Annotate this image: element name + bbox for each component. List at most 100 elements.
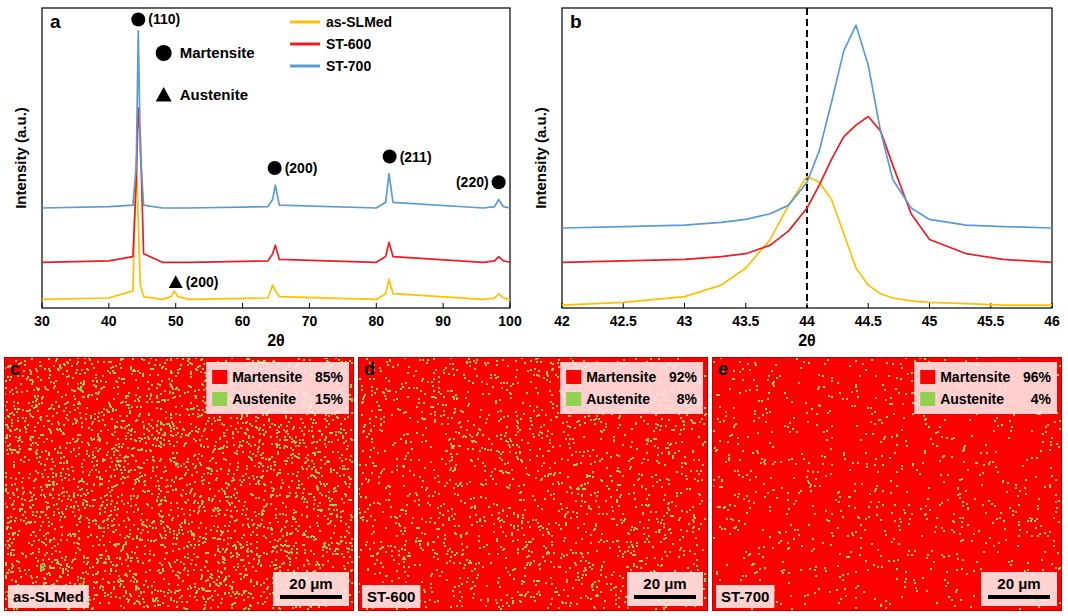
x-tick-label: 70: [302, 313, 318, 329]
x-tick: [684, 303, 685, 308]
legend-label: Austenite: [586, 391, 650, 407]
legend-value: 85%: [315, 369, 344, 385]
scale-bar-label: 20 μm: [289, 575, 332, 592]
x-tick: [745, 303, 746, 308]
legend-swatch: [290, 43, 320, 46]
austenite-area: [712, 357, 1061, 610]
figure: 304050607080901002θIntensity (a.u.)(110)…: [0, 0, 1068, 616]
legend-value: 8%: [677, 391, 698, 407]
legend-value: 92%: [669, 369, 698, 385]
label-background: [362, 585, 420, 608]
map-frame: [5, 358, 354, 611]
annotation-marker: [131, 12, 145, 26]
legend-swatch: [566, 392, 581, 406]
series-line: [562, 177, 1052, 306]
panel-a: 304050607080901002θIntensity (a.u.)(110)…: [12, 8, 522, 349]
label-background: [716, 585, 774, 608]
x-tick-label: 42: [554, 313, 570, 329]
x-tick: [929, 303, 930, 308]
x-tick: [443, 303, 444, 308]
map-legend: Martensite96%Austenite4%: [914, 362, 1057, 414]
legend-swatch: [212, 370, 227, 384]
phase-legend-label: Austenite: [180, 86, 248, 103]
annotation-marker: [383, 150, 397, 164]
legend-background: [206, 362, 349, 414]
series-line: [42, 157, 510, 300]
scale-bar: [988, 595, 1050, 599]
panel-e: Martensite96%Austenite4%ST-70020 μme: [712, 357, 1062, 611]
martensite-area: [4, 357, 354, 611]
x-tick-label: 60: [235, 313, 251, 329]
x-tick-label: 43.5: [732, 313, 759, 329]
sample-label: as-SLMed: [13, 588, 84, 605]
austenite-area: [358, 357, 707, 610]
y-axis-title: Intensity (a.u.): [532, 107, 549, 209]
x-tick-label: 30: [34, 313, 50, 329]
legend-label: as-SLMed: [326, 14, 392, 30]
x-tick: [623, 303, 624, 308]
y-axis-title: Intensity (a.u.): [12, 107, 29, 209]
series-line: [42, 31, 510, 208]
legend-swatch: [290, 21, 320, 24]
x-tick-label: 42.5: [610, 313, 637, 329]
legend-swatch: [566, 370, 581, 384]
x-tick-label: 44: [799, 313, 815, 329]
panel-c: Martensite85%Austenite15%as-SLMed20 μmc: [4, 357, 354, 611]
map-area: [358, 357, 708, 611]
phase-legend-marker: [156, 45, 172, 61]
x-tick-label: 45.5: [977, 313, 1004, 329]
phase-legend-label: Martensite: [180, 44, 255, 61]
legend-label: Austenite: [232, 391, 296, 407]
martensite-area: [712, 357, 1062, 611]
scale-bar-label: 20 μm: [997, 575, 1040, 592]
plot-frame: [562, 8, 1052, 308]
x-tick: [242, 303, 243, 308]
map-legend: Martensite92%Austenite8%: [560, 362, 703, 414]
legend-label: Martensite: [232, 369, 302, 385]
legend-background: [560, 362, 703, 414]
legend-label: ST-700: [326, 58, 371, 74]
x-tick: [175, 303, 176, 308]
annotation-text: (110): [148, 11, 180, 27]
x-tick-label: 45: [922, 313, 938, 329]
scale-bar-background: [981, 572, 1057, 606]
legend-value: 96%: [1023, 369, 1052, 385]
annotation-text: (211): [400, 149, 432, 165]
map-frame: [713, 358, 1062, 611]
annotation-text: (200): [186, 274, 219, 290]
annotation-text: (200): [285, 160, 318, 176]
panel-b: 4242.54343.54444.54545.5462θIntensity (a…: [532, 8, 1060, 349]
x-tick: [510, 303, 511, 308]
series-line: [562, 117, 1052, 263]
legend-swatch: [290, 65, 320, 68]
x-tick-label: 100: [498, 313, 522, 329]
legend-value: 4%: [1031, 391, 1052, 407]
plot-area: [42, 31, 510, 300]
x-axis-title: 2θ: [798, 332, 816, 349]
x-tick-label: 40: [101, 313, 117, 329]
legend-swatch: [920, 370, 935, 384]
scale-bar-background: [273, 572, 349, 606]
annotation-text: (220): [456, 174, 489, 190]
scale-bar: [634, 595, 696, 599]
sample-label: ST-700: [721, 588, 769, 605]
x-tick-label: 80: [368, 313, 384, 329]
panel-letter: a: [50, 11, 61, 32]
map-legend: Martensite85%Austenite15%: [206, 362, 349, 414]
x-tick-label: 44.5: [855, 313, 882, 329]
legend-label: ST-600: [326, 36, 371, 52]
annotation-marker: [169, 275, 183, 288]
legend-swatch: [920, 392, 935, 406]
panel-letter: c: [10, 359, 20, 379]
label-background: [8, 585, 89, 608]
phase-legend-marker: [156, 87, 172, 101]
x-tick-label: 90: [435, 313, 451, 329]
scale-bar: [280, 595, 342, 599]
legend-swatch: [212, 392, 227, 406]
panel-letter: d: [364, 359, 375, 379]
x-tick: [42, 303, 43, 308]
martensite-area: [358, 357, 708, 611]
map-area: [712, 357, 1062, 611]
reference-line: [806, 8, 808, 308]
sample-label: ST-600: [367, 588, 415, 605]
